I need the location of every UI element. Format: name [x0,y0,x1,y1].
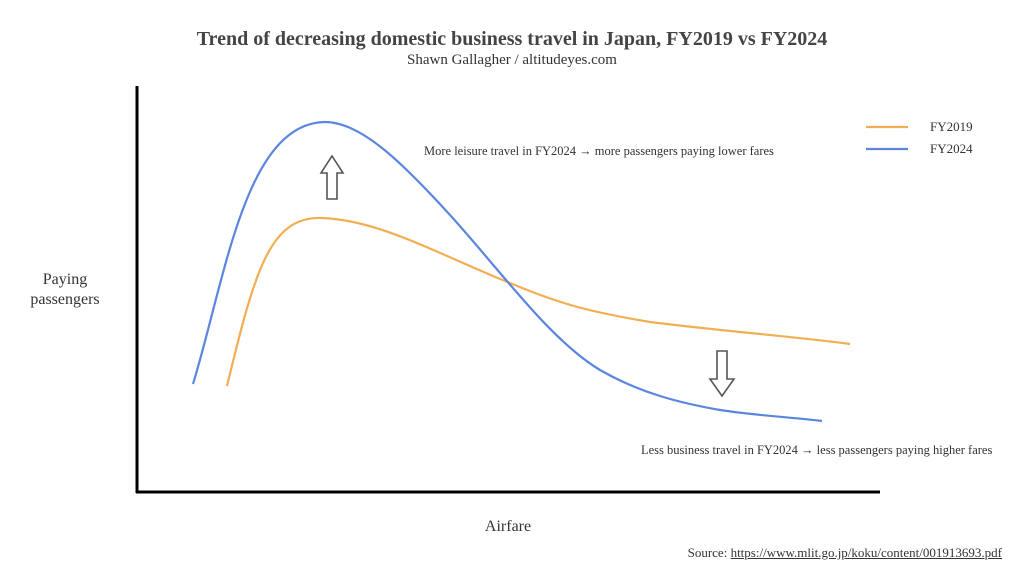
annotation-business: Less business travel in FY2024 → less pa… [641,443,992,457]
chart-title: Trend of decreasing domestic business tr… [196,28,828,50]
down-arrow-icon [708,350,736,398]
legend-label-fy2019: FY2019 [930,119,973,134]
source-prefix: Source: [687,545,731,560]
legend-label-fy2024: FY2024 [930,141,973,156]
annotation-leisure: More leisure travel in FY2024 → more pas… [424,144,774,158]
series-line-fy2024 [191,120,823,423]
x-axis-label: Airfare [484,518,532,535]
legend: FY2019 FY2024 [866,119,973,156]
source-note: Source: https://www.mlit.go.jp/koku/cont… [688,545,1002,561]
y-axis-label-line-2: passengers [30,291,100,308]
series-line-fy2019 [225,216,851,387]
chart-subtitle: Shawn Gallagher / altitudeyes.com [407,52,617,68]
y-axis-label: Paying passengers [20,270,110,310]
y-axis-label-line-1: Paying [42,271,88,288]
up-arrow-icon [319,154,345,200]
source-link[interactable]: https://www.mlit.go.jp/koku/content/0019… [730,545,1002,560]
